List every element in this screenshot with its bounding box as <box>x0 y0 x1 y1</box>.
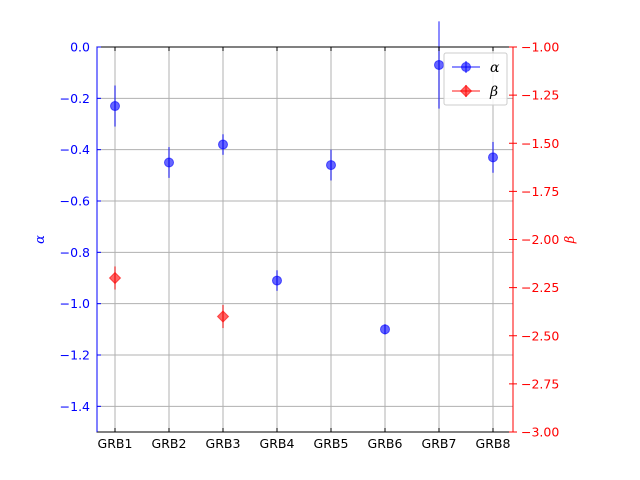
y-right-tick-label: −2.00 <box>521 232 559 247</box>
left-axis-label: α <box>33 235 48 244</box>
data-point-alpha <box>488 152 498 163</box>
y-right-tick-label: −2.75 <box>521 376 559 391</box>
y-right-tick-label: −1.00 <box>521 40 559 55</box>
y-right-tick-label: −2.25 <box>521 280 559 295</box>
y-right-tick-label: −1.75 <box>521 184 559 199</box>
y-right-tick-label: −2.50 <box>521 328 559 343</box>
data-point-alpha <box>110 101 120 112</box>
legend: αβ <box>443 52 508 106</box>
data-point-alpha <box>164 157 174 168</box>
y-left-tick-label: −1.4 <box>60 399 90 414</box>
legend-label: β <box>489 84 498 100</box>
y-right-tick-label: −1.25 <box>521 88 559 103</box>
legend-marker-alpha <box>461 62 471 72</box>
x-tick-label: GRB7 <box>422 436 457 451</box>
data-point-alpha <box>434 59 444 70</box>
grid-lines <box>97 47 513 432</box>
x-tick-label: GRB6 <box>368 436 403 451</box>
data-point-alpha <box>218 139 228 150</box>
data-point-alpha <box>272 275 282 286</box>
y-left-tick-label: −1.2 <box>60 348 90 363</box>
y-left-tick-label: −0.4 <box>60 142 90 157</box>
x-tick-label: GRB3 <box>206 436 241 451</box>
legend-marker-beta <box>459 84 473 98</box>
x-tick-label: GRB1 <box>98 436 133 451</box>
y-left-tick-label: −1.0 <box>60 296 90 311</box>
y-left-tick-label: −0.2 <box>60 91 90 106</box>
y-left-tick-label: −0.8 <box>60 245 90 260</box>
x-tick-label: GRB8 <box>476 436 511 451</box>
right-axis-label: β <box>563 236 578 245</box>
x-tick-label: GRB4 <box>260 436 295 451</box>
axis-ticks: GRB1 GRB2 GRB3 GRB4 GRB5 GRB6 GRB7 GRB8 0.0 −0.2 −… <box>60 40 560 452</box>
y-left-tick-label: −0.6 <box>60 194 90 209</box>
data-point-beta <box>216 310 230 323</box>
legend-box <box>443 52 508 106</box>
data-point-beta <box>108 271 122 285</box>
y-right-tick-label: −3.00 <box>521 425 559 440</box>
y-left-tick-label: 0.0 <box>70 40 90 55</box>
y-right-tick-label: −1.50 <box>521 136 559 151</box>
x-tick-label: GRB5 <box>314 436 349 451</box>
data-marks <box>108 21 498 335</box>
legend-label: α <box>490 60 500 76</box>
x-tick-label: GRB2 <box>152 436 187 451</box>
data-point-alpha <box>380 324 390 335</box>
data-point-alpha <box>326 160 336 171</box>
